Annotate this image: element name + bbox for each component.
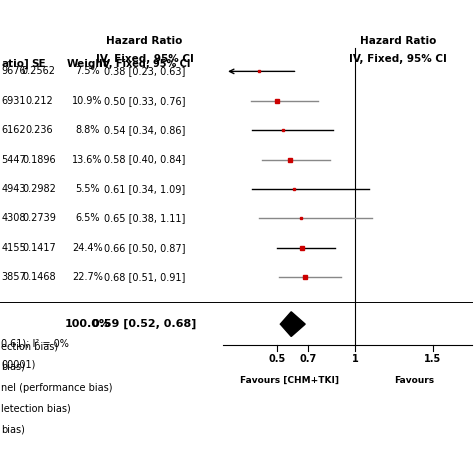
Text: 7.5%: 7.5%	[75, 66, 100, 76]
Text: 5447: 5447	[1, 155, 26, 164]
Text: 0.50 [0.33, 0.76]: 0.50 [0.33, 0.76]	[104, 96, 185, 106]
Text: 4155: 4155	[1, 243, 26, 253]
Text: 0.2562: 0.2562	[22, 66, 56, 76]
Text: 10.9%: 10.9%	[73, 96, 103, 106]
Text: atio]: atio]	[1, 59, 29, 69]
Text: letection bias): letection bias)	[1, 403, 71, 414]
Text: 9676: 9676	[1, 66, 26, 76]
Text: 0.38 [0.23, 0.63]: 0.38 [0.23, 0.63]	[104, 66, 185, 76]
Text: 1.5: 1.5	[424, 354, 441, 364]
Text: 0.2982: 0.2982	[22, 184, 56, 194]
Text: 0.65 [0.38, 1.11]: 0.65 [0.38, 1.11]	[104, 213, 185, 223]
Text: 100.0%: 100.0%	[64, 319, 111, 329]
Text: 0.236: 0.236	[25, 125, 53, 135]
Text: 4943: 4943	[1, 184, 26, 194]
Text: Favours: Favours	[394, 376, 434, 385]
Text: 24.4%: 24.4%	[73, 243, 103, 253]
Text: 22.7%: 22.7%	[72, 272, 103, 282]
Text: IV, Fixed, 95% CI: IV, Fixed, 95% CI	[99, 59, 190, 69]
Text: 0.1468: 0.1468	[22, 272, 55, 282]
Text: Favours [CHM+TKI]: Favours [CHM+TKI]	[240, 376, 339, 385]
Text: 0.212: 0.212	[25, 96, 53, 106]
Text: 8.8%: 8.8%	[75, 125, 100, 135]
Text: bias): bias)	[1, 362, 25, 372]
Text: 0.68 [0.51, 0.91]: 0.68 [0.51, 0.91]	[104, 272, 185, 282]
Text: 0.5: 0.5	[269, 354, 286, 364]
Text: 0.59 [0.52, 0.68]: 0.59 [0.52, 0.68]	[92, 319, 197, 329]
Text: 0.1896: 0.1896	[22, 155, 55, 164]
Text: Hazard Ratio: Hazard Ratio	[360, 36, 437, 46]
Text: bias): bias)	[1, 424, 25, 435]
Text: ection bias): ection bias)	[1, 341, 59, 351]
Text: 5.5%: 5.5%	[75, 184, 100, 194]
Text: 0.61 [0.34, 1.09]: 0.61 [0.34, 1.09]	[104, 184, 185, 194]
Text: 6931: 6931	[1, 96, 26, 106]
Text: 0.54 [0.34, 0.86]: 0.54 [0.34, 0.86]	[104, 125, 185, 135]
Text: 0.61); I² = 0%: 0.61); I² = 0%	[1, 338, 69, 348]
Text: 13.6%: 13.6%	[73, 155, 103, 164]
Text: SE: SE	[32, 59, 46, 69]
Text: 0.58 [0.40, 0.84]: 0.58 [0.40, 0.84]	[104, 155, 185, 164]
Text: 6.5%: 6.5%	[75, 213, 100, 223]
Text: 6162: 6162	[1, 125, 26, 135]
Text: 3857: 3857	[1, 272, 26, 282]
Text: 1: 1	[352, 354, 358, 364]
Text: Weight: Weight	[67, 59, 109, 69]
Text: 4308: 4308	[1, 213, 26, 223]
Text: 0.2739: 0.2739	[22, 213, 56, 223]
Text: 00001): 00001)	[1, 359, 36, 369]
Text: 0.7: 0.7	[300, 354, 317, 364]
Text: Hazard Ratio: Hazard Ratio	[106, 36, 183, 46]
Polygon shape	[280, 312, 305, 337]
Text: 0.1417: 0.1417	[22, 243, 56, 253]
Text: 0.66 [0.50, 0.87]: 0.66 [0.50, 0.87]	[104, 243, 185, 253]
Text: nel (performance bias): nel (performance bias)	[1, 383, 113, 393]
Text: IV, Fixed, 95% CI: IV, Fixed, 95% CI	[349, 54, 447, 64]
Text: IV, Fixed, 95% CI: IV, Fixed, 95% CI	[96, 54, 193, 64]
